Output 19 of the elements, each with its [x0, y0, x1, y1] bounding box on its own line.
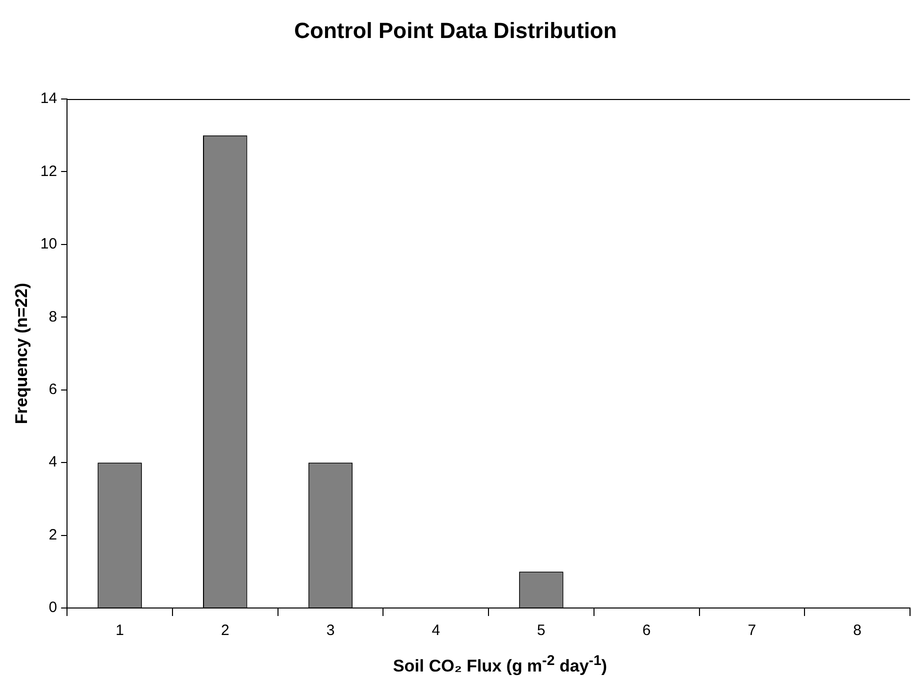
x-tick-label: 2 — [220, 622, 230, 640]
y-tick-label: 8 — [48, 308, 58, 326]
x-axis-title: Soil CO₂ Flux (g m$^{-2}$ day$^{-1}$) — [392, 653, 608, 677]
y-tick-label: 14 — [40, 90, 58, 108]
chart-title: Control Point Data Distribution — [293, 18, 618, 44]
y-axis-title: Frequency (n=22) — [12, 282, 31, 424]
y-tick-label: 10 — [40, 236, 58, 253]
x-tick-label: 7 — [748, 622, 756, 640]
y-tick-label: 2 — [48, 526, 58, 544]
x-tick-label: 8 — [853, 622, 862, 640]
x-tick-label: 6 — [642, 622, 651, 640]
y-tick-label: 0 — [48, 599, 58, 616]
y-tick-label: 6 — [48, 381, 58, 398]
y-tick-label: 12 — [40, 162, 58, 180]
x-tick-label: 1 — [116, 622, 124, 640]
x-tick-label: 4 — [432, 622, 440, 640]
y-tick-label: 4 — [48, 454, 58, 471]
x-tick-label: 3 — [326, 622, 335, 640]
x-tick-label: 5 — [537, 622, 546, 640]
